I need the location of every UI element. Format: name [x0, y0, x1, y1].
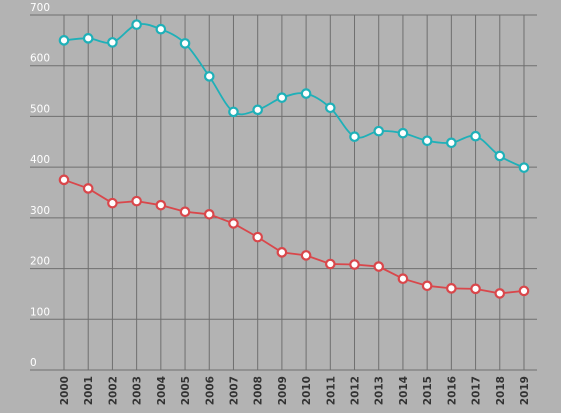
series-1-point [107, 37, 118, 48]
series-1-point [82, 33, 94, 44]
y-axis-tick-labels: 0 100 200 300 400 500 600 700 [30, 2, 50, 369]
y-tick-label: 100 [30, 306, 50, 318]
x-tick-label: 2003 [132, 376, 144, 405]
x-tick-label: 2000 [59, 376, 71, 405]
x-tick-label: 2013 [374, 376, 386, 405]
series-1-point [300, 88, 312, 99]
x-tick-label: 2010 [301, 376, 313, 405]
x-tick-label: 2007 [228, 376, 240, 405]
x-tick-label: 2009 [277, 376, 289, 405]
x-tick-label: 2008 [253, 376, 265, 405]
series-1-point [228, 106, 239, 118]
series-2-point [203, 209, 215, 220]
x-tick-label: 2005 [180, 376, 192, 405]
series-layer [58, 19, 530, 299]
series-1-point [470, 130, 481, 142]
series-2-point [131, 195, 142, 207]
series-2-point [373, 261, 385, 272]
series-1-point [494, 150, 506, 162]
series-2-point [276, 247, 288, 258]
series-2-point [397, 273, 409, 285]
series-1-point [179, 38, 191, 49]
x-tick-label: 2004 [156, 376, 168, 405]
y-tick-label: 500 [30, 103, 50, 115]
y-tick-label: 0 [30, 357, 37, 369]
y-tick-label: 600 [30, 53, 50, 65]
series-1-point [58, 35, 70, 46]
series-1-point [131, 19, 142, 30]
series-2-point [325, 258, 336, 270]
series-2-point [155, 199, 167, 211]
series-2-point [252, 231, 263, 243]
series-2-point [179, 206, 191, 218]
series-1-point [349, 131, 360, 143]
x-tick-label: 2018 [495, 376, 507, 405]
series-1-point [155, 23, 167, 35]
y-tick-label: 300 [30, 205, 50, 217]
x-tick-label: 2014 [398, 376, 410, 405]
series-1-point [421, 135, 433, 147]
series-1-point [397, 127, 409, 139]
x-tick-label: 2001 [83, 376, 95, 405]
series-1-point [446, 137, 457, 149]
x-tick-label: 2015 [422, 376, 434, 405]
series-1-point [325, 102, 336, 114]
x-tick-label: 2012 [350, 376, 362, 405]
y-tick-label: 400 [30, 154, 50, 166]
x-tick-label: 2019 [519, 376, 531, 405]
series-2-point [494, 288, 506, 299]
series-2-point [421, 280, 433, 292]
series-1-point [252, 104, 263, 116]
x-tick-label: 2016 [446, 376, 458, 405]
series-2 [58, 174, 530, 299]
series-1-point [276, 92, 288, 103]
x-tick-label: 2002 [107, 376, 119, 405]
series-2-point [228, 218, 239, 229]
series-1 [58, 19, 530, 173]
series-2-point [470, 283, 481, 295]
series-2-point [518, 285, 530, 297]
series-2-point [300, 250, 312, 261]
y-tick-label: 200 [30, 256, 50, 268]
x-axis-tick-labels: 2000 2001 2002 2003 2004 2005 2006 2007 2008 2009… [59, 376, 531, 405]
series-2-point [58, 174, 70, 186]
series-2-point [349, 259, 360, 270]
y-tick-label: 700 [30, 2, 50, 14]
series-2-point [446, 283, 457, 294]
x-tick-label: 2017 [471, 376, 483, 405]
series-2-point [82, 183, 94, 194]
series-1-point [203, 71, 215, 82]
series-1-point [518, 162, 530, 173]
series-2-point [107, 197, 118, 209]
x-tick-label: 2011 [325, 376, 337, 405]
series-2-line [63, 178, 525, 295]
horizontal-gridlines [30, 14, 537, 371]
series-1-point [373, 125, 385, 137]
vertical-gridlines [63, 15, 525, 370]
x-tick-label: 2006 [204, 376, 216, 405]
